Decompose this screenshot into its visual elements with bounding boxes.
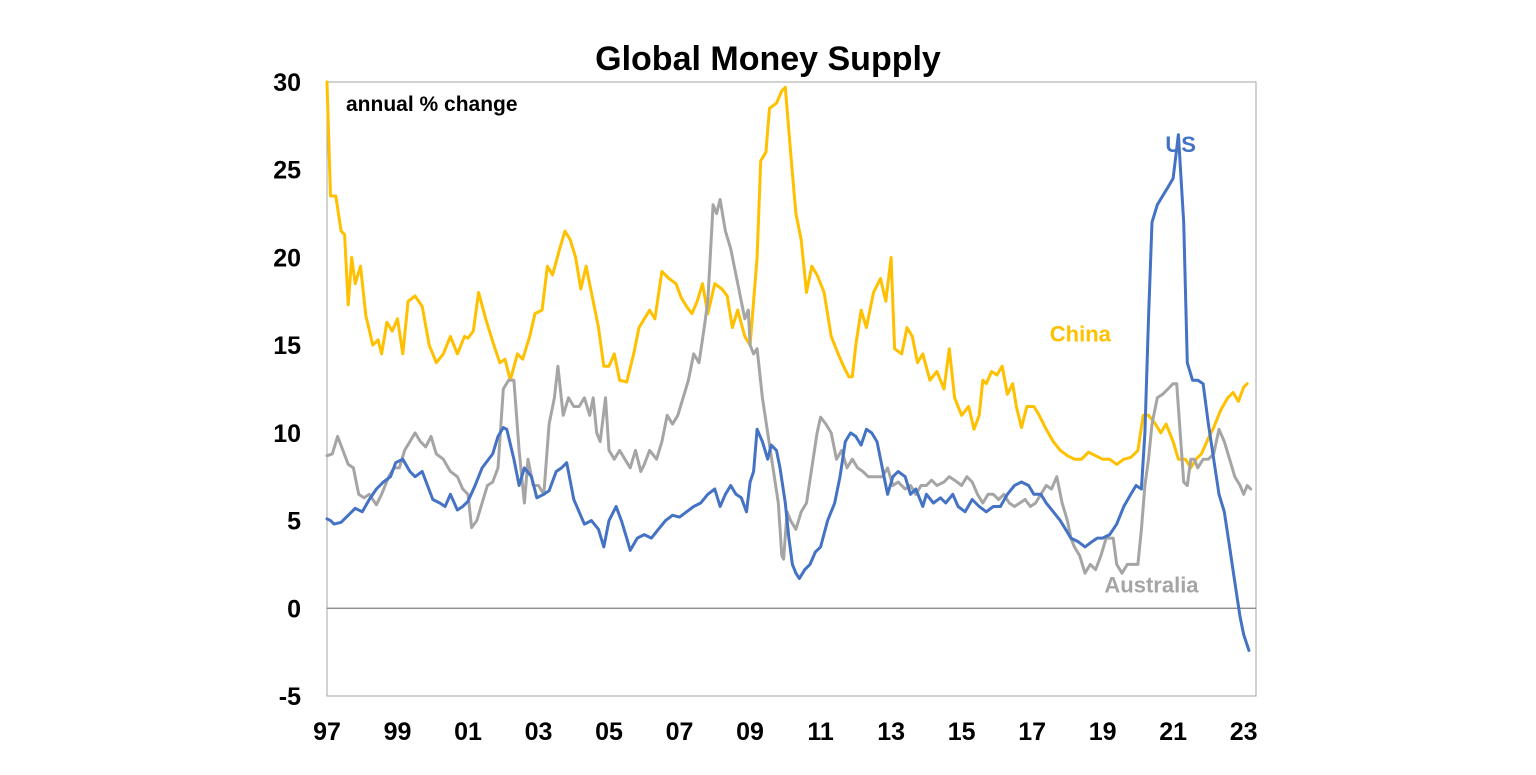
y-tick-label: 20 <box>273 244 301 272</box>
y-tick-label: -5 <box>279 683 301 711</box>
x-tick-label: 13 <box>877 718 905 746</box>
series-labels: China US Australia <box>1050 132 1200 597</box>
series-line-us <box>325 133 1251 652</box>
y-tick-label: 30 <box>273 69 301 97</box>
x-tick-label: 23 <box>1230 718 1258 746</box>
x-tick-label: 09 <box>736 718 764 746</box>
x-tick-label: 97 <box>313 718 341 746</box>
plot-area-frame <box>326 81 1257 697</box>
y-axis-tick-labels: 30 25 20 15 10 5 0 -5 <box>273 69 301 711</box>
series-lines <box>325 80 1253 652</box>
x-tick-label: 19 <box>1089 718 1117 746</box>
series-line-china <box>325 80 1249 470</box>
y-tick-label: 5 <box>287 508 301 536</box>
series-line-australia <box>325 198 1253 575</box>
y-tick-label: 15 <box>273 332 301 360</box>
y-tick-label: 0 <box>287 595 301 623</box>
series-label-australia: Australia <box>1104 572 1199 597</box>
x-tick-label: 01 <box>454 718 482 746</box>
x-axis-tick-labels: 97 99 01 03 05 07 09 11 13 15 17 19 21 23 <box>313 718 1257 746</box>
y-tick-label: 25 <box>273 157 301 185</box>
x-tick-label: 11 <box>807 718 834 746</box>
x-tick-label: 03 <box>525 718 553 746</box>
chart-title: Global Money Supply <box>595 40 941 78</box>
x-tick-label: 21 <box>1159 718 1187 746</box>
x-tick-label: 05 <box>595 718 623 746</box>
series-label-china: China <box>1050 322 1112 347</box>
x-tick-label: 17 <box>1018 718 1046 746</box>
series-label-us: US <box>1165 132 1196 157</box>
x-tick-label: 07 <box>666 718 694 746</box>
x-tick-label: 15 <box>948 718 976 746</box>
chart-subtitle: annual % change <box>346 93 518 116</box>
x-tick-label: 99 <box>384 718 412 746</box>
y-tick-label: 10 <box>273 420 301 448</box>
